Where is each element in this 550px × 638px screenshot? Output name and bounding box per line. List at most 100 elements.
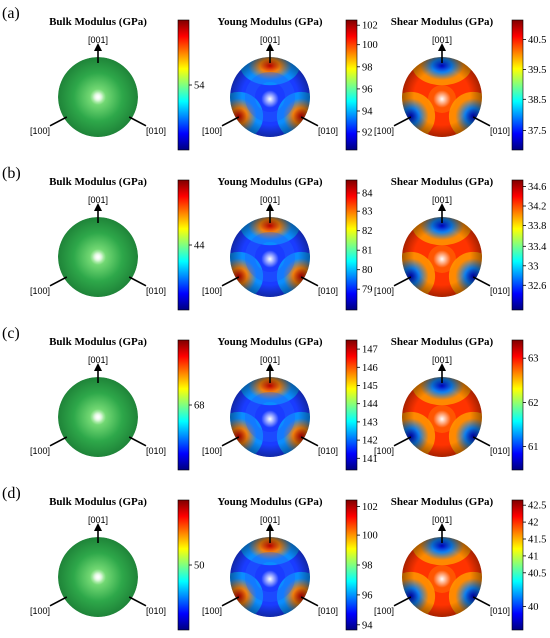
panel-label: (d): [2, 485, 21, 502]
axis-100-line: [221, 276, 240, 287]
plot-title: Shear Modulus (GPa): [391, 16, 494, 28]
direction-label-001: [001]: [88, 355, 108, 365]
direction-label-100: [100]: [30, 126, 50, 136]
colorbar-tick-label: 38.5: [528, 95, 546, 106]
panel-label: (c): [2, 325, 20, 342]
colorbar-tick-label: 146: [362, 363, 378, 374]
colorbar-tick-label: 79: [362, 285, 373, 296]
colorbar-tick-label: 98: [362, 561, 373, 572]
direction-label-100: [100]: [202, 126, 222, 136]
direction-label-010: [010]: [318, 126, 338, 136]
direction-label-001: [001]: [432, 515, 452, 525]
direction-label-100: [100]: [202, 446, 222, 456]
colorbar: 54: [177, 19, 205, 151]
colorbar-tick-label: 68: [194, 401, 205, 412]
colorbar-tick-label: 62: [528, 398, 539, 409]
direction-axes: [001] [100] [010]: [202, 355, 338, 456]
axis-010-line: [472, 596, 491, 607]
shear-modulus-plot: Shear Modulus (GPa)[001][100] [010]42.542…: [374, 496, 546, 631]
young-modulus-plot: Young Modulus (GPa) [001] [100] [010] 147 146…: [202, 336, 379, 471]
colorbar-gradient: [345, 339, 358, 471]
direction-axes: [001] [100] [010]: [202, 195, 338, 296]
bulk-modulus-plot: Bulk Modulus (GPa) [001] [100] [010] 44: [30, 176, 205, 311]
colorbar-tick-label: 39.5: [528, 65, 546, 76]
young-modulus-plot: Young Modulus (GPa) [001] [100] [010] 102 100…: [202, 16, 378, 151]
young-modulus-sphere: [230, 217, 310, 297]
colorbar-tick-label: 100: [362, 40, 378, 51]
axis-100-line: [393, 596, 412, 607]
direction-label-100: [100]: [202, 286, 222, 296]
direction-label-010: [010]: [490, 446, 510, 456]
colorbar-gradient: [345, 19, 358, 151]
direction-label-010: [010]: [318, 286, 338, 296]
colorbar-tick-label: 33.4: [528, 242, 547, 253]
colorbar-tick-label: 82: [362, 226, 373, 237]
colorbar-tick-label: 40.5: [528, 568, 546, 579]
colorbar-tick-label: 94: [362, 107, 373, 118]
bulk-modulus-sphere: [58, 57, 138, 137]
colorbar-tick-label: 92: [362, 127, 373, 138]
colorbar-tick-label: 44: [194, 241, 205, 252]
shear-modulus-sphere: [402, 217, 482, 297]
direction-label-001: [001]: [88, 195, 108, 205]
direction-label-010: [010]: [490, 286, 510, 296]
direction-axes: [001] [100] [010]: [30, 35, 166, 136]
axis-100-line: [221, 436, 240, 447]
colorbar-tick-label: 33.8: [528, 221, 546, 232]
colorbar-gradient: [511, 339, 524, 471]
shear-modulus-plot: Shear Modulus (GPa) [001] [100] [010] 63 62 61: [374, 336, 539, 471]
direction-axes: [001] [100] [010]: [374, 35, 510, 136]
panel-b: (b) Bulk Modulus (GPa)[001][100] [010]44Yo…: [2, 165, 547, 311]
axis-010-line: [472, 116, 491, 127]
axis-100-line: [221, 116, 240, 127]
direction-axes: [001] [100] [010]: [202, 515, 338, 616]
colorbar-tick-label: 96: [362, 590, 373, 601]
bulk-modulus-sphere: [58, 217, 138, 297]
colorbar: 50: [177, 499, 205, 631]
panel-d: (d) Bulk Modulus (GPa)[001][100] [010]50Yo…: [2, 485, 546, 631]
colorbar-tick-label: 96: [362, 84, 373, 95]
colorbar-tick-label: 63: [528, 354, 539, 365]
colorbar-tick-label: 37.5: [528, 126, 546, 137]
direction-label-010: [010]: [318, 606, 338, 616]
direction-axes: [001] [100] [010]: [374, 515, 510, 616]
colorbar-tick-label: 32.6: [528, 281, 546, 292]
colorbar-tick-label: 34.2: [528, 202, 546, 213]
axis-010-line: [300, 276, 319, 287]
colorbar-gradient: [345, 179, 358, 311]
plot-title: Shear Modulus (GPa): [391, 176, 494, 188]
colorbar-tick-label: 81: [362, 246, 373, 257]
direction-label-010: [010]: [146, 126, 166, 136]
young-modulus-plot: Young Modulus (GPa) [001] [100] [010] 84 83 82…: [202, 176, 373, 311]
panel-label: (b): [2, 165, 21, 182]
bulk-modulus-plot: Bulk Modulus (GPa) [001] [100] [010] 50: [30, 496, 205, 631]
axis-100-line: [49, 596, 68, 607]
direction-label-010: [010]: [146, 286, 166, 296]
colorbar: 102 100 98 96 94 92: [345, 19, 378, 151]
axis-010-line: [300, 116, 319, 127]
direction-label-100: [100]: [30, 446, 50, 456]
direction-label-001: [001]: [260, 195, 280, 205]
colorbar-gradient: [511, 499, 524, 631]
direction-label-010: [010]: [146, 606, 166, 616]
colorbar-tick-label: 34.6: [528, 182, 546, 193]
colorbar-tick-label: 83: [362, 207, 373, 218]
plot-title: Bulk Modulus (GPa): [49, 176, 147, 188]
colorbar-tick-label: 40.5: [528, 35, 546, 46]
colorbar-tick-label: 42: [528, 518, 539, 529]
colorbar-tick-label: 54: [194, 81, 205, 92]
axis-100-line: [49, 116, 68, 127]
shear-modulus-plot: Shear Modulus (GPa) [001] [100] [010] 40.5 39…: [374, 16, 546, 151]
colorbar-tick-label: 33: [528, 261, 539, 272]
colorbar-tick-label: 147: [362, 345, 378, 356]
direction-label-100: [100]: [374, 446, 394, 456]
colorbar: 147 146 145 144 143 142 141: [345, 339, 379, 471]
direction-label-100: [100]: [374, 286, 394, 296]
plot-title: Bulk Modulus (GPa): [49, 496, 147, 508]
colorbar-tick-label: 94: [362, 620, 373, 631]
plot-title: Young Modulus (GPa): [217, 16, 322, 28]
colorbar-gradient: [177, 179, 190, 311]
direction-axes: [001] [100] [010]: [374, 355, 510, 456]
direction-label-010: [010]: [146, 446, 166, 456]
